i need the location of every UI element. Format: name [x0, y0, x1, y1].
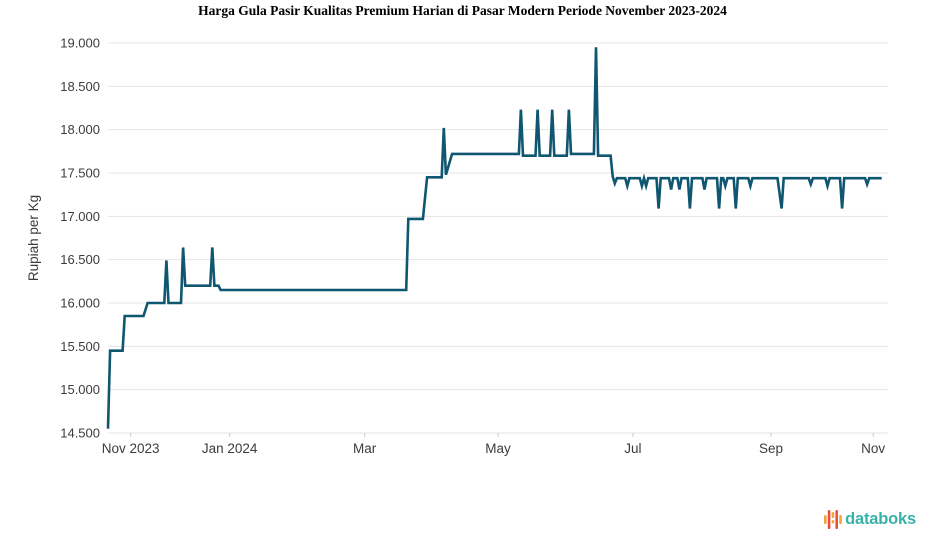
x-tick-label: Nov	[861, 441, 885, 456]
y-tick-label: 15.000	[60, 382, 100, 397]
y-tick-label: 14.500	[60, 426, 100, 441]
y-axis-title: Rupiah per Kg	[26, 195, 41, 281]
x-tick-label: Sep	[759, 441, 783, 456]
price-line	[106, 47, 882, 429]
x-tick-label: May	[485, 441, 511, 456]
databoks-wordmark: databoks	[845, 509, 916, 528]
y-tick-label: 15.500	[60, 339, 100, 354]
y-tick-label: 16.500	[60, 252, 100, 267]
x-tick-label: Jan 2024	[202, 441, 258, 456]
y-tick-label: 18.500	[60, 79, 100, 94]
x-tick-label: Nov 2023	[102, 441, 160, 456]
y-tick-label: 18.000	[60, 122, 100, 137]
y-tick-label: 16.000	[60, 296, 100, 311]
databoks-logo[interactable]: databoks	[824, 506, 916, 532]
databoks-bars-icon	[824, 510, 842, 529]
y-tick-label: 17.500	[60, 166, 100, 181]
x-tick-label: Mar	[353, 441, 377, 456]
x-tick-label: Jul	[624, 441, 641, 456]
y-tick-label: 17.000	[60, 209, 100, 224]
y-tick-label: 19.000	[60, 36, 100, 51]
chart-title: Harga Gula Pasir Kualitas Premium Harian…	[198, 3, 727, 18]
